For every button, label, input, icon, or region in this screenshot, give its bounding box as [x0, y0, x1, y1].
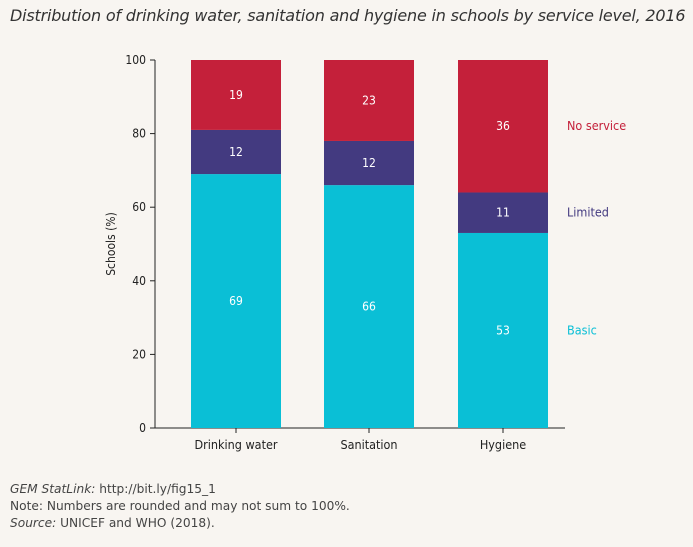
stacked-bar-chart: 0 20 40 60 80 100 Schools (%) 69 12 19 Drinking wa…: [104, 53, 626, 452]
y-tick-label-60: 60: [132, 200, 146, 214]
bar-sanitation-basic: [324, 185, 414, 428]
bar-hygiene-no-service: [458, 60, 548, 193]
data-label-sanitation-limited: 12: [362, 156, 376, 170]
source-label: Source:: [10, 516, 57, 530]
data-label-sanitation-basic: 66: [362, 300, 376, 314]
y-tick-label-20: 20: [132, 347, 146, 361]
legend-label-no-service: No service: [567, 118, 626, 133]
bar-hygiene-limited: [458, 192, 548, 233]
bar-drinking-water-no-service: [191, 60, 281, 130]
data-label-hygiene-no-service: 36: [496, 119, 510, 133]
chart-footer: GEM StatLink: http://bit.ly/fig15_1 Note…: [10, 481, 350, 532]
bar-sanitation-no-service: [324, 60, 414, 141]
source-line: Source: UNICEF and WHO (2018).: [10, 515, 350, 532]
y-tick-label-0: 0: [139, 421, 146, 435]
note-line: Note: Numbers are rounded and may not su…: [10, 499, 350, 513]
y-tick-label-40: 40: [132, 274, 146, 288]
y-tick-label-80: 80: [132, 127, 146, 141]
bar-sanitation-limited: [324, 140, 414, 186]
data-label-drinking-water-no-service: 19: [229, 88, 243, 102]
x-tick-label-drinking-water: Drinking water: [194, 437, 277, 452]
statlink-url[interactable]: http://bit.ly/fig15_1: [99, 482, 216, 496]
data-label-hygiene-limited: 11: [496, 206, 510, 220]
source-text: UNICEF and WHO (2018).: [60, 516, 215, 530]
data-label-drinking-water-basic: 69: [229, 294, 243, 308]
data-label-sanitation-no-service: 23: [362, 93, 376, 107]
data-label-drinking-water-limited: 12: [229, 145, 243, 159]
legend-label-limited: Limited: [567, 205, 609, 220]
bar-drinking-water-basic: [191, 174, 281, 428]
bar-hygiene-basic: [458, 232, 548, 428]
x-tick-label-sanitation: Sanitation: [340, 437, 397, 452]
y-tick-label-100: 100: [125, 53, 146, 67]
y-axis-label: Schools (%): [104, 212, 118, 276]
data-label-hygiene-basic: 53: [496, 323, 510, 337]
x-tick-label-hygiene: Hygiene: [480, 437, 526, 452]
legend-label-basic: Basic: [567, 322, 597, 337]
statlink-line: GEM StatLink: http://bit.ly/fig15_1: [10, 481, 350, 498]
bar-drinking-water-limited: [191, 129, 281, 175]
statlink-label: GEM StatLink:: [10, 482, 96, 496]
chart-title: Distribution of drinking water, sanitati…: [10, 6, 686, 25]
